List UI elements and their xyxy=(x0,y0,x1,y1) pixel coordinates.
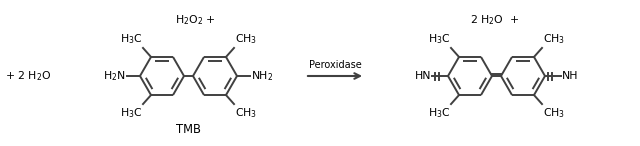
Text: H$_2$O$_2$ +: H$_2$O$_2$ + xyxy=(175,13,215,27)
Text: + 2 H$_2$O: + 2 H$_2$O xyxy=(5,69,51,83)
Text: HN: HN xyxy=(415,71,431,81)
Text: H$_3$C: H$_3$C xyxy=(428,106,450,120)
Text: CH$_3$: CH$_3$ xyxy=(543,106,565,120)
Text: CH$_3$: CH$_3$ xyxy=(235,106,257,120)
Text: H$_2$N: H$_2$N xyxy=(104,69,126,83)
Text: H$_3$C: H$_3$C xyxy=(428,32,450,46)
Text: TMB: TMB xyxy=(175,123,200,136)
Text: Peroxidase: Peroxidase xyxy=(308,60,362,70)
Text: NH$_2$: NH$_2$ xyxy=(251,69,273,83)
Text: CH$_3$: CH$_3$ xyxy=(543,32,565,46)
Text: CH$_3$: CH$_3$ xyxy=(235,32,257,46)
Text: NH: NH xyxy=(562,71,579,81)
Text: H$_3$C: H$_3$C xyxy=(120,106,142,120)
Text: 2 H$_2$O  +: 2 H$_2$O + xyxy=(470,13,520,27)
Text: H$_3$C: H$_3$C xyxy=(120,32,142,46)
